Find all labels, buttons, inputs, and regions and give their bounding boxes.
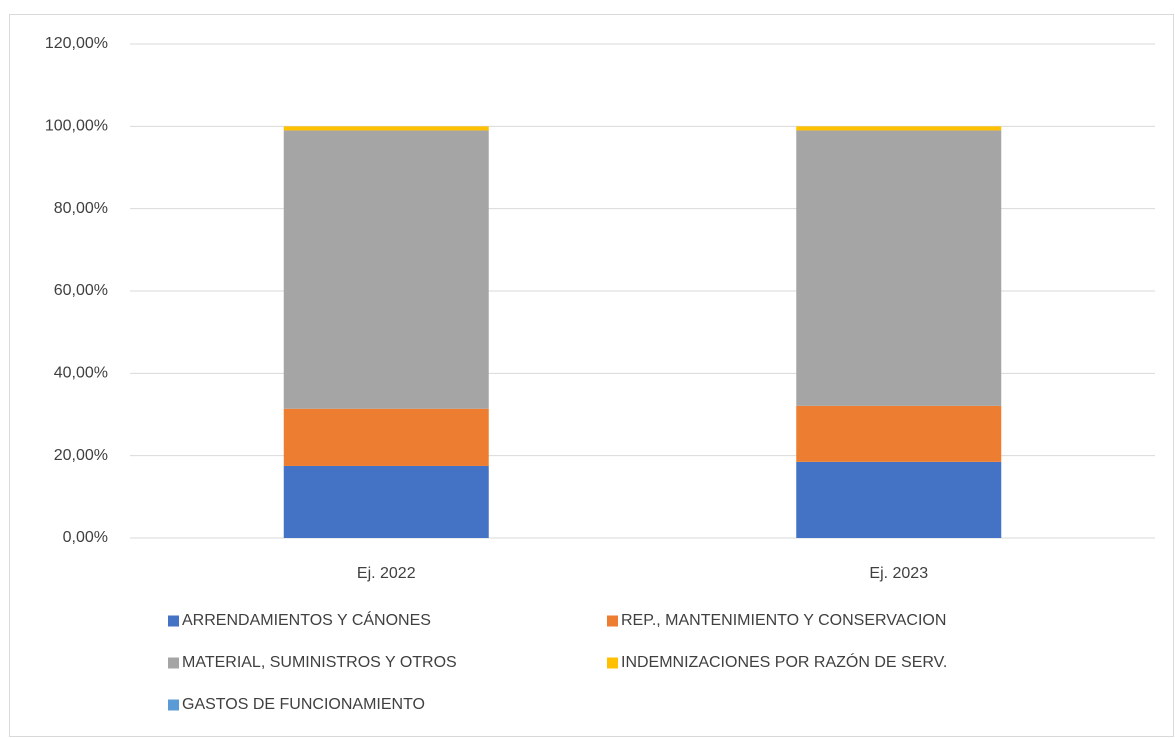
y-tick-label: 40,00% [54,365,108,382]
x-tick-label: Ej. 2022 [357,565,416,582]
bar-segment [796,405,1002,462]
bar-segment [796,130,1002,406]
legend-label: GASTOS DE FUNCIONAMIENTO [182,696,425,713]
y-tick-label: 100,00% [45,118,108,135]
y-tick-label: 80,00% [54,200,108,217]
legend-label: REP., MANTENIMIENTO Y CONSERVACION [621,612,946,629]
legend-swatch [607,657,618,669]
legend-swatch [168,615,179,627]
x-tick-label: Ej. 2023 [869,565,928,582]
legend-label: MATERIAL, SUMINISTROS Y OTROS [182,654,457,671]
legend-swatch [168,699,179,711]
y-tick-label: 60,00% [54,282,108,299]
bar-segment [796,461,1002,538]
bar-segment [283,408,489,466]
legend-swatch [168,657,179,669]
y-tick-label: 20,00% [54,447,108,464]
bar-segment [283,465,489,538]
y-tick-label: 0,00% [63,529,108,546]
bar-segment [283,130,489,409]
bar-segment [283,126,489,131]
y-tick-label: 120,00% [45,35,108,52]
legend-swatch [607,615,618,627]
legend-label: INDEMNIZACIONES POR RAZÓN DE SERV. [621,652,947,671]
legend-label: ARRENDAMIENTOS Y CÁNONES [182,610,431,629]
bar-segment [796,126,1002,131]
